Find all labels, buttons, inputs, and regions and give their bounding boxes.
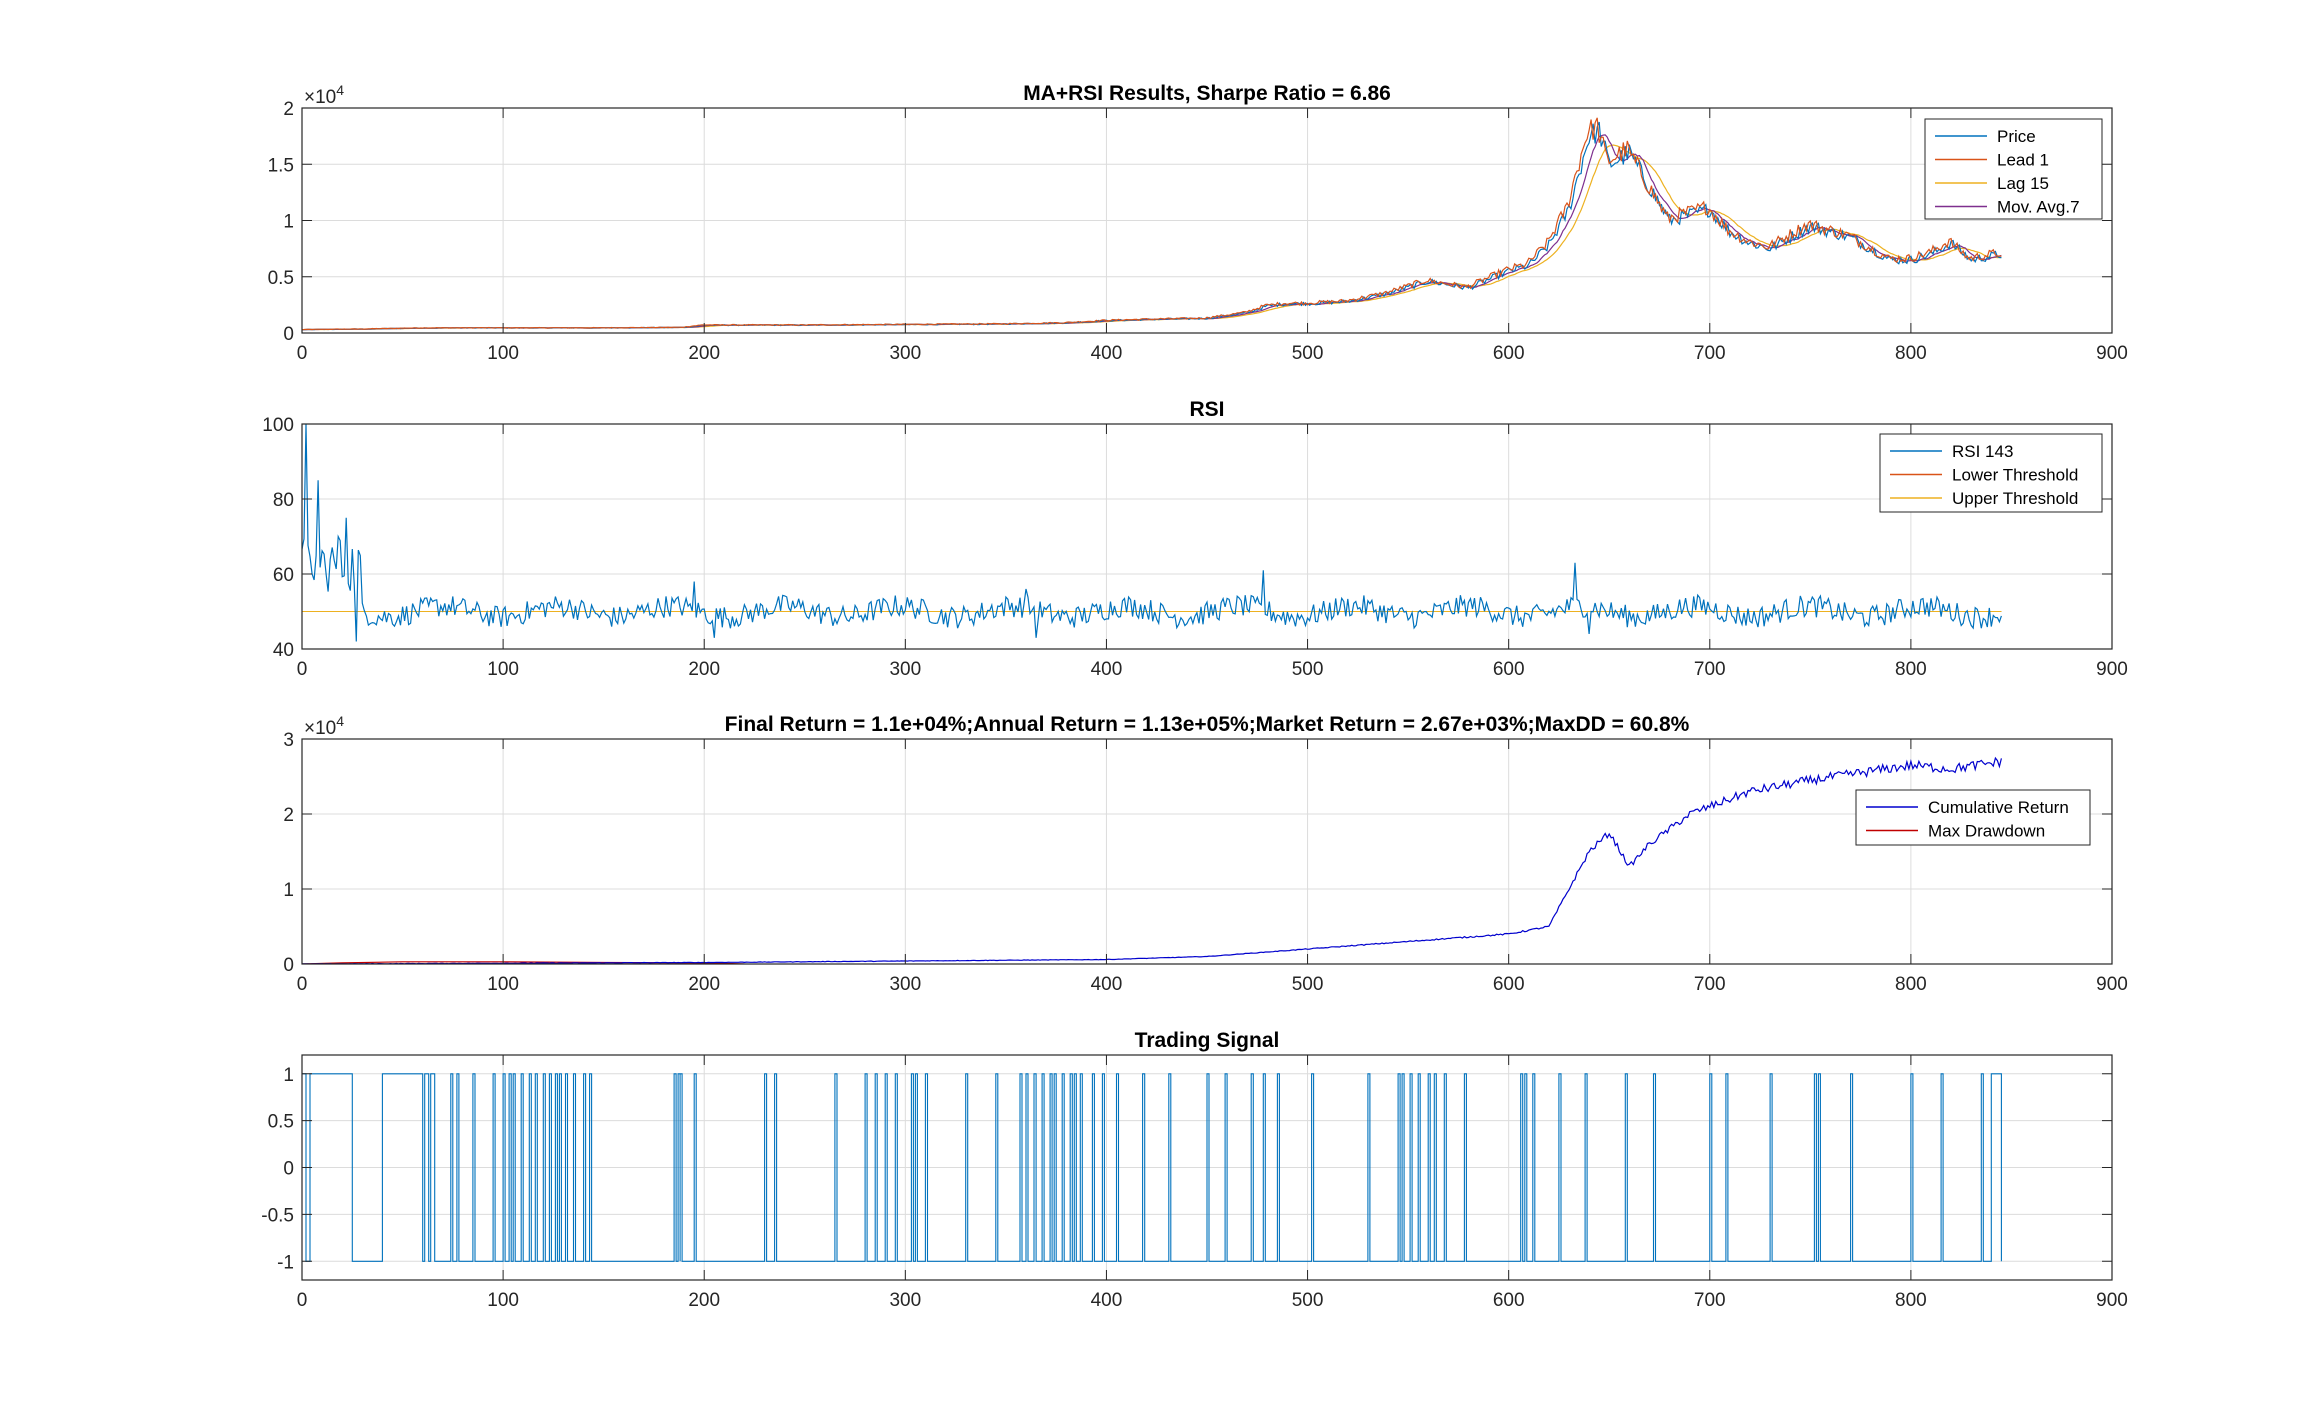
rsi-x-tick-label: 100 bbox=[487, 659, 519, 680]
price-x-tick-label: 400 bbox=[1091, 343, 1123, 364]
signal-y-tick-label: 0 bbox=[283, 1159, 294, 1180]
signal-y-tick-label: -1 bbox=[277, 1252, 294, 1273]
rsi-x-tick-label: 300 bbox=[889, 659, 921, 680]
rsi-x-tick-label: 900 bbox=[2096, 659, 2128, 680]
price-x-tick-label: 500 bbox=[1292, 343, 1324, 364]
returns-legend-box bbox=[1855, 789, 2091, 846]
legend-label-mov-avg-7: Mov. Avg.7 bbox=[1997, 198, 2080, 217]
price-exponent-base: ×10 bbox=[304, 87, 336, 108]
returns-legend: Cumulative Return Max Drawdown bbox=[1855, 789, 2091, 846]
signal-y-tick-label: 1 bbox=[283, 1065, 294, 1086]
signal-title: Trading Signal bbox=[1135, 1029, 1280, 1052]
rsi-x-tick-label: 800 bbox=[1895, 659, 1927, 680]
signal-x-tick-label: 700 bbox=[1694, 1290, 1726, 1311]
price-exponent-power: 4 bbox=[336, 82, 344, 98]
returns-axes-box bbox=[301, 738, 2113, 965]
rsi-x-tick-label: 600 bbox=[1493, 659, 1525, 680]
price-x-tick-label: 300 bbox=[889, 343, 921, 364]
signal-y-tick-label: -0.5 bbox=[261, 1205, 294, 1226]
series-max-drawdown bbox=[302, 961, 745, 964]
signal-x-tick-label: 100 bbox=[487, 1290, 519, 1311]
signal-x-tick-label: 200 bbox=[688, 1290, 720, 1311]
series-rsi-143 bbox=[302, 424, 2002, 642]
series-signal bbox=[302, 1073, 2002, 1262]
price-x-tick-label: 0 bbox=[297, 343, 308, 364]
legend-label-upper-threshold: Upper Threshold bbox=[1952, 489, 2078, 508]
price-x-tick-label: 600 bbox=[1493, 343, 1525, 364]
price-series bbox=[302, 117, 2002, 331]
rsi-axes-box bbox=[301, 423, 2113, 650]
returns-x-tick-label: 500 bbox=[1292, 974, 1324, 995]
price-y-tick-label: 1 bbox=[283, 212, 294, 233]
returns-y-tick-label: 0 bbox=[283, 955, 294, 976]
rsi-x-tick-label: 200 bbox=[688, 659, 720, 680]
legend-label-max-drawdown: Max Drawdown bbox=[1928, 822, 2045, 841]
rsi-panel: RSI 0 100 200 300 400 500 600 700 800 900 40 60 80 10… bbox=[262, 398, 2128, 680]
legend-label-lower-threshold: Lower Threshold bbox=[1952, 466, 2078, 485]
returns-title: Final Return = 1.1e+04%;Annual Return = … bbox=[725, 713, 1690, 736]
price-panel: MA+RSI Results, Sharpe Ratio = 6.86 ×104… bbox=[268, 82, 2128, 364]
price-x-tick-label: 200 bbox=[688, 343, 720, 364]
series-lead-1 bbox=[302, 117, 2002, 331]
signal-x-tick-label: 800 bbox=[1895, 1290, 1927, 1311]
returns-x-tick-label: 800 bbox=[1895, 974, 1927, 995]
signal-x-tick-label: 400 bbox=[1091, 1290, 1123, 1311]
returns-y-tick-label: 3 bbox=[283, 730, 294, 751]
returns-series bbox=[302, 756, 2002, 964]
returns-exponent-power: 4 bbox=[336, 713, 344, 729]
price-y-tick-label: 2 bbox=[283, 99, 294, 120]
returns-x-tick-label: 200 bbox=[688, 974, 720, 995]
rsi-y-tick-label: 100 bbox=[262, 415, 294, 436]
price-x-tick-label: 900 bbox=[2096, 343, 2128, 364]
rsi-legend-box bbox=[1879, 433, 2103, 513]
legend-label-lead-1: Lead 1 bbox=[1997, 151, 2049, 170]
signal-series bbox=[302, 1073, 2002, 1262]
signal-x-tick-label: 600 bbox=[1493, 1290, 1525, 1311]
price-x-tick-label: 100 bbox=[487, 343, 519, 364]
series-cumulative-return bbox=[302, 756, 2002, 964]
returns-x-tick-label: 300 bbox=[889, 974, 921, 995]
price-title: MA+RSI Results, Sharpe Ratio = 6.86 bbox=[1023, 82, 1391, 105]
price-legend: Price Lead 1 Lag 15 Mov. Avg.7 bbox=[1924, 118, 2103, 220]
rsi-y-tick-label: 40 bbox=[273, 640, 294, 661]
returns-y-tick-label: 2 bbox=[283, 805, 294, 826]
rsi-x-tick-label: 700 bbox=[1694, 659, 1726, 680]
signal-panel: Trading Signal 0 100 200 300 400 500 600 700 800… bbox=[261, 1029, 2128, 1311]
returns-y-tick-label: 1 bbox=[283, 880, 294, 901]
legend-label-price: Price bbox=[1997, 127, 2036, 146]
rsi-x-tick-label: 400 bbox=[1091, 659, 1123, 680]
returns-x-tick-label: 100 bbox=[487, 974, 519, 995]
returns-x-tick-label: 700 bbox=[1694, 974, 1726, 995]
rsi-y-tick-label: 60 bbox=[273, 565, 294, 586]
signal-x-tick-label: 0 bbox=[297, 1290, 308, 1311]
price-y-tick-label: 0 bbox=[283, 324, 294, 345]
price-x-tick-label: 800 bbox=[1895, 343, 1927, 364]
price-y-tick-label: 1.5 bbox=[268, 155, 294, 176]
returns-x-tick-label: 600 bbox=[1493, 974, 1525, 995]
rsi-x-tick-label: 0 bbox=[297, 659, 308, 680]
legend-label-cumulative-return: Cumulative Return bbox=[1928, 798, 2069, 817]
signal-x-tick-label: 500 bbox=[1292, 1290, 1324, 1311]
rsi-title: RSI bbox=[1189, 398, 1224, 421]
signal-x-tick-label: 900 bbox=[2096, 1290, 2128, 1311]
legend-label-lag-15: Lag 15 bbox=[1997, 174, 2049, 193]
returns-panel: Final Return = 1.1e+04%;Annual Return = … bbox=[283, 713, 2127, 995]
legend-label-rsi-143: RSI 143 bbox=[1952, 442, 2013, 461]
signal-x-tick-label: 300 bbox=[889, 1290, 921, 1311]
price-y-exponent: ×104 bbox=[304, 82, 344, 108]
returns-y-exponent: ×104 bbox=[304, 713, 344, 739]
returns-exponent-base: ×10 bbox=[304, 718, 336, 739]
price-x-tick-label: 700 bbox=[1694, 343, 1726, 364]
returns-x-tick-label: 0 bbox=[297, 974, 308, 995]
returns-x-tick-label: 900 bbox=[2096, 974, 2128, 995]
rsi-x-tick-label: 500 bbox=[1292, 659, 1324, 680]
signal-y-tick-label: 0.5 bbox=[268, 1112, 294, 1133]
rsi-y-tick-label: 80 bbox=[273, 490, 294, 511]
rsi-legend: RSI 143 Lower Threshold Upper Threshold bbox=[1879, 433, 2103, 513]
returns-x-tick-label: 400 bbox=[1091, 974, 1123, 995]
rsi-series bbox=[302, 424, 2002, 642]
price-y-tick-label: 0.5 bbox=[268, 268, 294, 289]
